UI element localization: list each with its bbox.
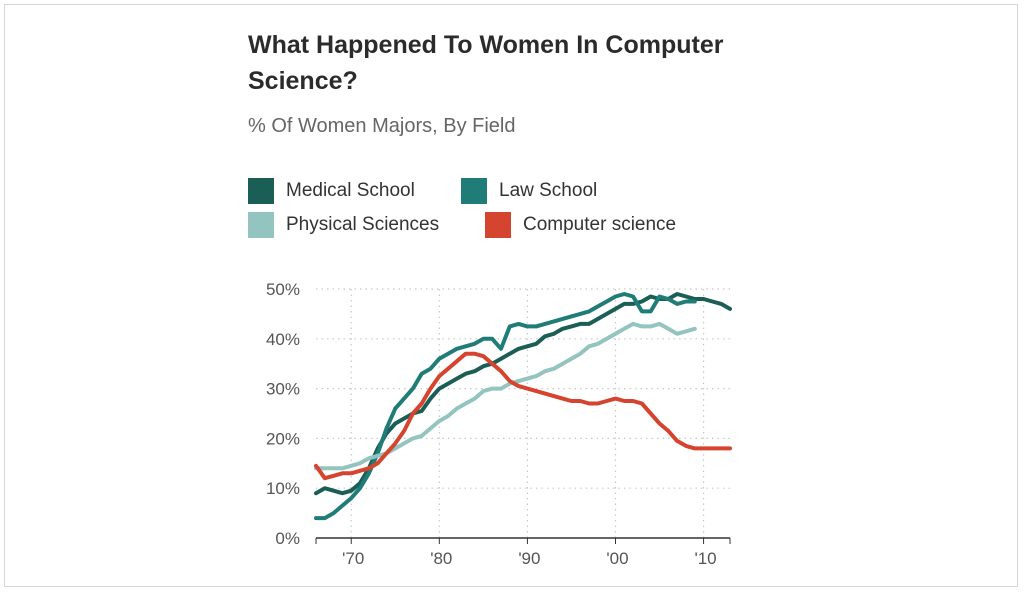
series-line-computer-science (314, 351, 732, 481)
x-tick-label: '70 (342, 549, 364, 568)
legend-swatch-physical-sciences (248, 212, 274, 238)
series-line-law-school (314, 292, 697, 521)
y-tick-label: 30% (266, 380, 300, 399)
series-line-physical-sciences (314, 321, 697, 471)
legend-label-physical-sciences: Physical Sciences (286, 214, 440, 235)
y-tick-label: 10% (266, 479, 300, 498)
legend-item-physical-sciences: Physical Sciences (248, 212, 439, 238)
legend-label-computer-science: Computer science (523, 214, 677, 235)
legend-item-computer-science: Computer science (485, 212, 676, 238)
legend-label-law-school: Law School (499, 180, 598, 201)
y-tick-label: 50% (266, 280, 300, 299)
x-tick-label: '90 (518, 549, 540, 568)
y-tick-label: 40% (266, 330, 300, 349)
x-tick-label: '10 (694, 549, 716, 568)
legend-item-law-school: Law School (461, 178, 597, 204)
legend-swatch-computer-science (485, 212, 511, 238)
legend-item-medical-school: Medical School (248, 178, 415, 204)
y-tick-label: 20% (266, 429, 300, 448)
x-tick-label: '80 (430, 549, 452, 568)
chart-title: What Happened To Women In Computer Scien… (248, 31, 724, 95)
x-tick-label: '00 (606, 549, 628, 568)
legend-swatch-medical-school (248, 178, 274, 204)
chart-frame (4, 4, 1018, 587)
y-tick-label: 0% (275, 529, 300, 548)
legend-swatch-law-school (461, 178, 487, 204)
legend: Medical School Law School Physical Scien… (248, 178, 748, 248)
chart-subtitle: % Of Women Majors, By Field (248, 115, 516, 137)
legend-label-medical-school: Medical School (286, 180, 415, 201)
